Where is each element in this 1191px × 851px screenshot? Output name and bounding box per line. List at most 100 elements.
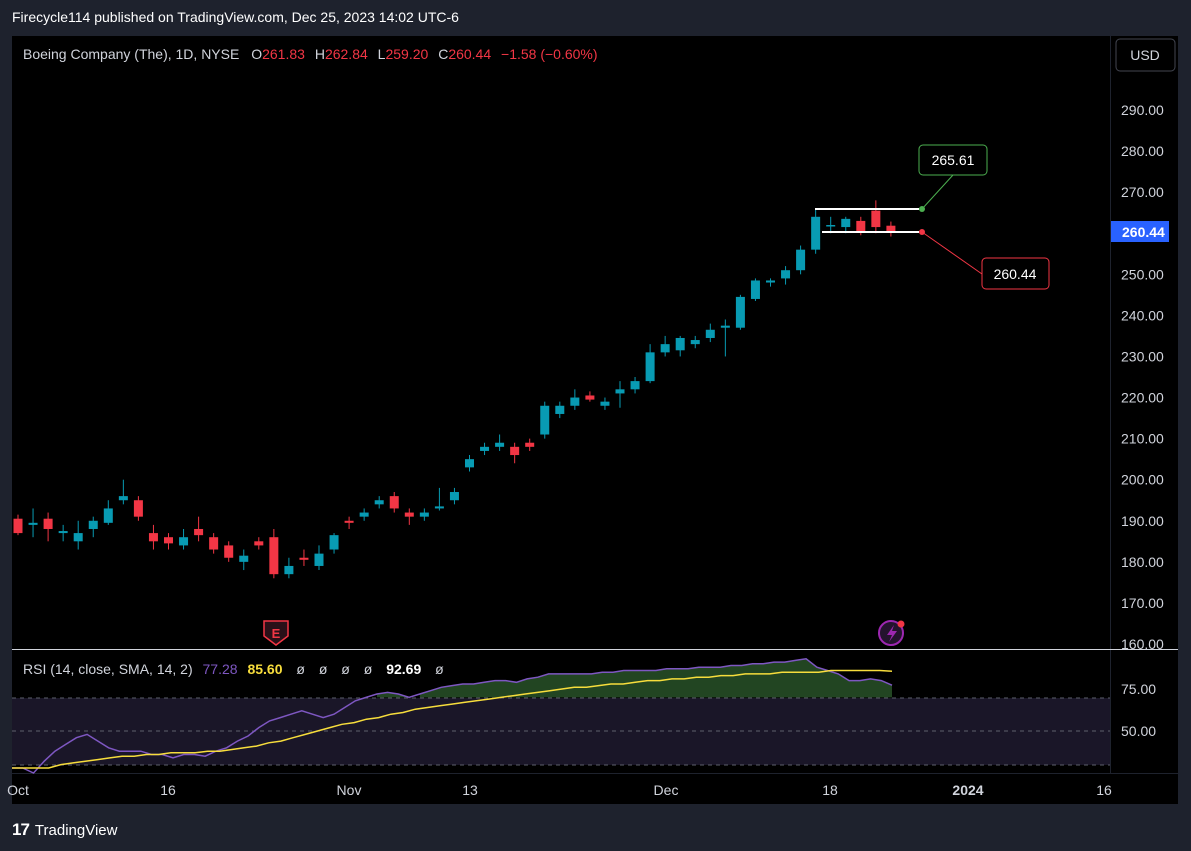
candle-body <box>690 340 700 345</box>
price-tick-label: 170.00 <box>1121 595 1164 611</box>
rsi-legend-value: 77.28 <box>203 661 238 677</box>
rsi-band-fill <box>12 698 1110 765</box>
price-tick-label: 190.00 <box>1121 513 1164 529</box>
close-label: C <box>438 46 448 62</box>
candle-body <box>525 442 535 447</box>
earnings-marker-letter: E <box>272 626 281 641</box>
candle-body <box>404 512 414 517</box>
lightning-icon[interactable] <box>878 620 905 646</box>
candle <box>434 487 444 511</box>
upper-callout-leader <box>921 174 954 210</box>
candle-body <box>480 446 490 451</box>
candle-body <box>630 381 640 390</box>
open-value: 261.83 <box>262 46 305 62</box>
candle-body <box>224 545 234 558</box>
candle-body <box>555 405 565 414</box>
time-axis-area[interactable] <box>12 774 1178 804</box>
candle <box>344 516 354 529</box>
candle <box>449 487 459 505</box>
candle <box>630 377 640 394</box>
candle <box>419 508 429 521</box>
candle <box>811 208 821 254</box>
candle <box>404 508 414 525</box>
price-axis-area[interactable] <box>1111 36 1178 773</box>
upper-callout-anchor[interactable] <box>919 206 925 212</box>
candle-body <box>645 352 655 382</box>
candle <box>284 557 294 579</box>
tradingview-logo-icon: 17 <box>12 820 30 839</box>
candle-body <box>103 508 113 523</box>
candle-body <box>209 537 219 550</box>
candle-body <box>886 225 896 232</box>
time-tick-label: 16 <box>160 782 176 798</box>
candle <box>389 492 399 513</box>
candle <box>615 381 625 408</box>
candle <box>585 391 595 402</box>
candle <box>374 496 384 509</box>
lower-callout-leader <box>921 231 983 275</box>
candle-body <box>299 557 309 560</box>
candle-body <box>179 537 189 546</box>
candle <box>465 455 474 472</box>
upper-callout-text: 265.61 <box>932 152 975 168</box>
published-header: Firecycle114 published on TradingView.co… <box>12 9 459 25</box>
candle <box>28 508 38 538</box>
earnings-marker-shape <box>263 620 289 646</box>
candle-body <box>735 296 745 328</box>
candle-body <box>148 533 158 542</box>
price-tick-label: 270.00 <box>1121 184 1164 200</box>
candle-body <box>284 565 294 575</box>
candle <box>329 533 339 554</box>
price-plot-area[interactable] <box>12 36 1110 649</box>
upper-callout-box[interactable] <box>918 144 988 176</box>
candle-body <box>28 522 38 525</box>
candle <box>525 438 535 451</box>
lower-callout-anchor[interactable] <box>919 229 925 235</box>
lower-callout-box[interactable] <box>981 257 1050 290</box>
candle <box>675 335 685 357</box>
candle <box>510 442 520 464</box>
price-tick-label: 220.00 <box>1121 390 1164 406</box>
candle <box>781 266 791 285</box>
earnings-marker[interactable]: E <box>263 620 289 646</box>
price-tick-label: 280.00 <box>1121 143 1164 159</box>
currency-button-label: USD <box>1130 47 1160 63</box>
price-tick-label: 160.00 <box>1121 636 1164 652</box>
candle <box>796 245 806 275</box>
price-tick-label: 290.00 <box>1121 102 1164 118</box>
candle-body <box>449 492 459 501</box>
currency-button[interactable] <box>1115 38 1176 72</box>
price-legend: Boeing Company (The), 1D, NYSE O261.83 H… <box>23 46 598 62</box>
candle-body <box>660 344 670 353</box>
candle-body <box>329 535 339 550</box>
price-tick-label: 250.00 <box>1121 266 1164 282</box>
candle <box>58 524 68 542</box>
candle <box>73 520 83 550</box>
candle <box>705 323 715 343</box>
candle-body <box>766 280 775 283</box>
rsi-overbought-fill <box>376 658 892 698</box>
candle <box>118 479 128 505</box>
rsi-legend-name: RSI (14, close, SMA, 14, 2) <box>23 661 193 677</box>
candle-body <box>585 395 595 400</box>
candle-body <box>495 442 505 447</box>
rsi-tick-label: 75.00 <box>1121 681 1156 697</box>
candle-body <box>570 397 580 406</box>
candle-body <box>359 512 369 517</box>
candle <box>750 278 760 302</box>
candle-body <box>705 329 715 338</box>
footer-brand[interactable]: 17 TradingView <box>12 820 117 840</box>
candle <box>88 516 98 538</box>
candle-body <box>434 506 444 509</box>
candle-body <box>73 533 83 542</box>
candle-body <box>856 220 866 232</box>
low-value: 259.20 <box>385 46 428 62</box>
candle <box>299 549 309 566</box>
rsi-axis: 50.00 75.00 <box>1121 681 1156 739</box>
candle <box>224 541 234 562</box>
rsi-legend-sma: 85.60 <box>247 661 282 677</box>
candle-body <box>194 528 204 536</box>
rsi-tick-label: 50.00 <box>1121 723 1156 739</box>
rsi-legend-last: ø <box>435 661 444 677</box>
